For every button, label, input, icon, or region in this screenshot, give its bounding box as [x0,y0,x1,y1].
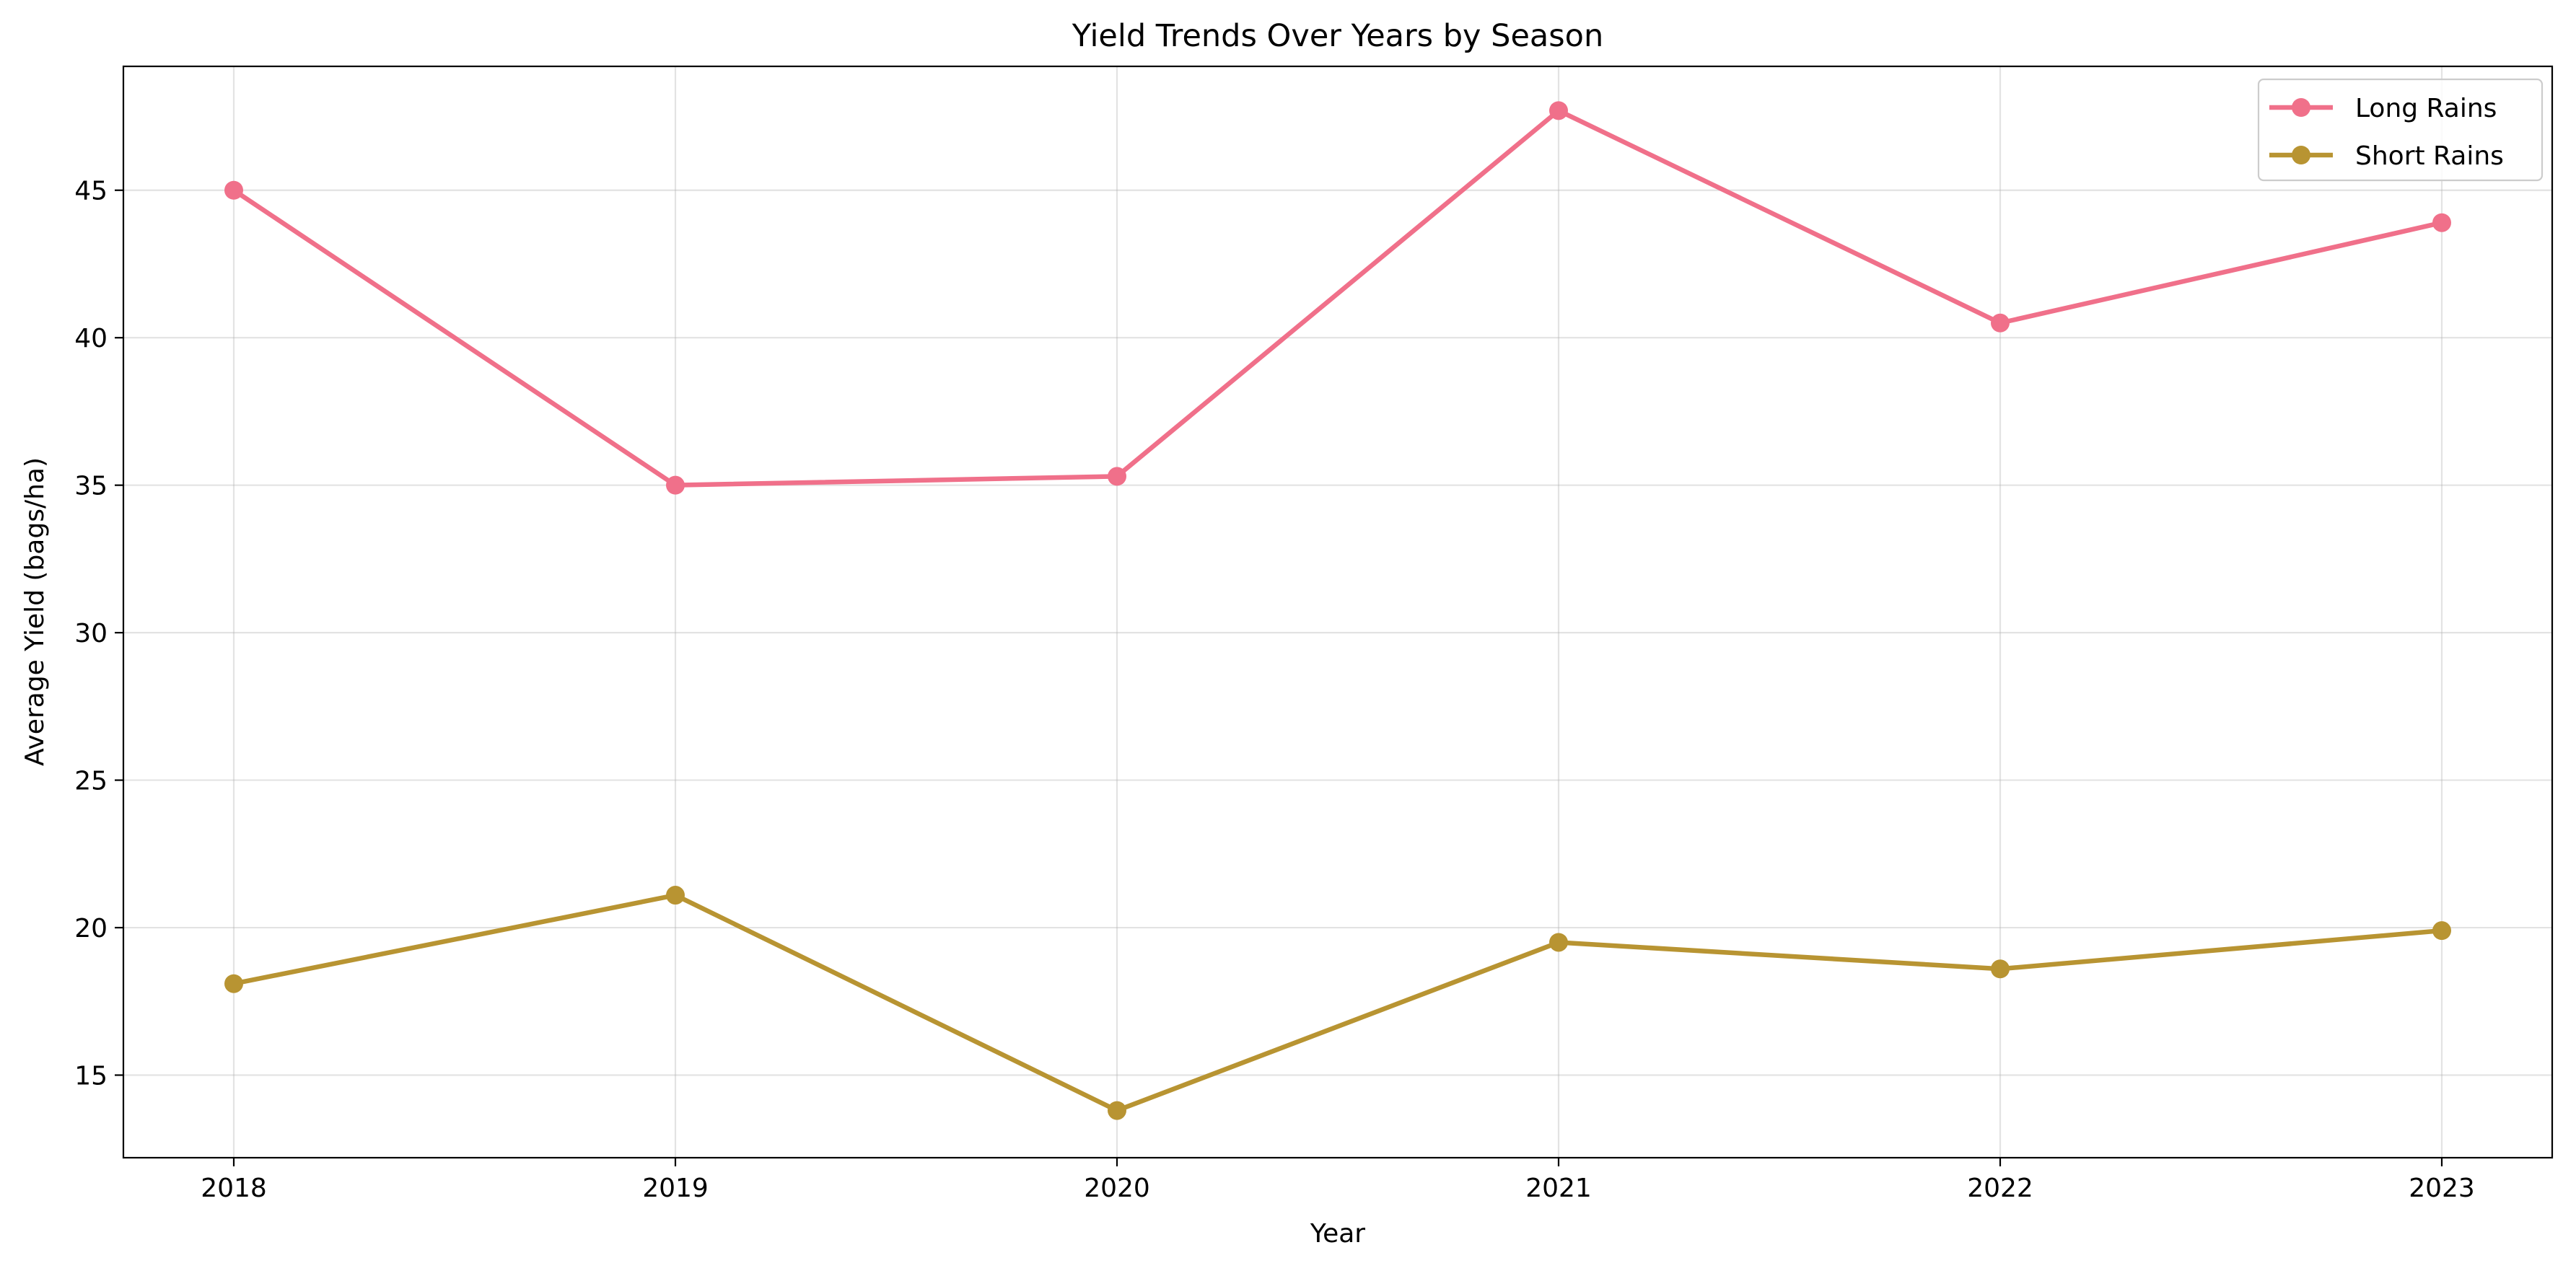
data-point-short-rains [1549,933,1568,952]
x-tick-label: 2020 [1084,1174,1150,1203]
y-tick-label: 40 [74,324,108,353]
data-point-short-rains [1991,959,2010,979]
grid-layer [123,66,2552,1158]
x-tick-label: 2023 [2409,1174,2475,1203]
y-tick-label: 20 [74,914,108,943]
x-axis-title: Year [1310,1219,1365,1249]
x-tick-label: 2019 [642,1174,709,1203]
x-tick-label: 2018 [201,1174,267,1203]
data-point-short-rains [224,974,243,993]
plot-frame [122,65,2554,1159]
y-tick-label: 25 [74,767,108,796]
data-point-long-rains [224,180,243,200]
x-tick-label: 2021 [1525,1174,1592,1203]
data-point-long-rains [666,475,685,495]
legend-marker-long-rains [2292,98,2310,117]
tick-layer: 2018 2019 2020 2021 2022 2023 15 20 25 30 35 40 45 [74,177,2475,1203]
data-point-long-rains [2432,213,2451,232]
y-tick-label: 45 [74,177,108,206]
y-tick-label: 15 [74,1062,108,1091]
chart-title: Yield Trends Over Years by Season [1072,18,1603,54]
data-point-short-rains [2432,921,2451,941]
data-point-short-rains [666,886,685,905]
x-tick-label: 2022 [1967,1174,2033,1203]
legend-label-short-rains: Short Rains [2355,141,2504,171]
legend-label-long-rains: Long Rains [2355,94,2497,123]
data-point-long-rains [1549,101,1568,120]
data-point-long-rains [1108,467,1126,486]
legend-marker-short-rains [2292,146,2310,164]
data-point-long-rains [1991,313,2010,333]
y-axis-title: Average Yield (bags/ha) [20,457,50,766]
legend: Long Rains Short Rains [2257,78,2544,182]
series-line-short-rains [231,892,2445,1113]
y-tick-label: 35 [74,472,108,501]
data-point-short-rains [1108,1101,1126,1120]
series-layer [224,101,2451,1120]
y-tick-label: 30 [74,619,108,648]
series-line-long-rains [231,108,2445,488]
